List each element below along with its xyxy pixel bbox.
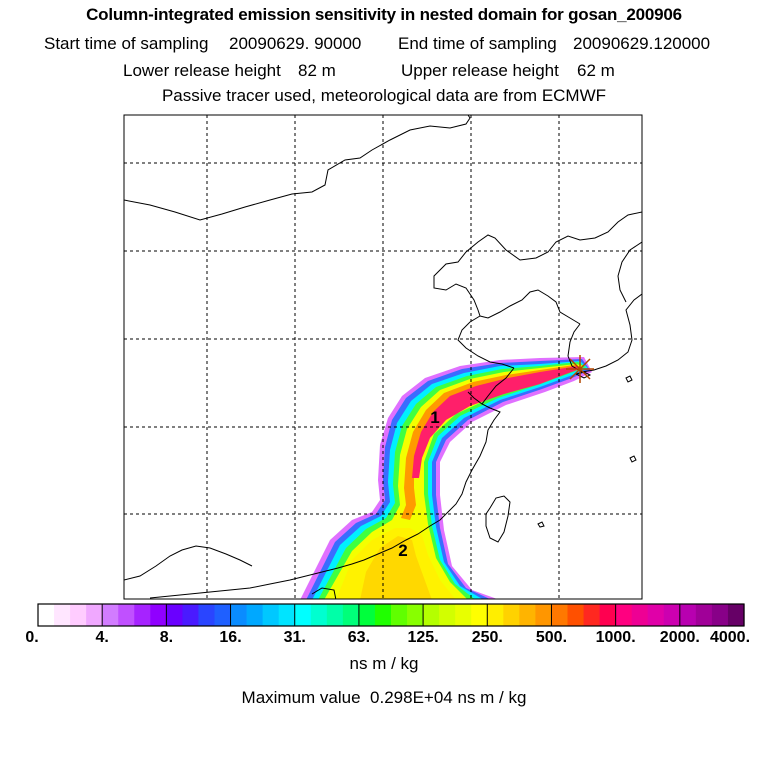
plume-band-lower-lobe-inner [360, 536, 432, 599]
start-time-value: 20090629. 90000 [229, 34, 362, 53]
coastline-islet-2 [629, 455, 637, 463]
upper-release-label: Upper release height [401, 61, 559, 80]
border-south [124, 545, 253, 581]
coastline-islet-3 [537, 521, 545, 528]
colorbar-tick-label: 4. [95, 629, 109, 646]
plume [300, 357, 592, 599]
colorbar-tick-label: 250. [471, 629, 503, 646]
plume-band-high [412, 366, 580, 478]
coastline-shandong [457, 315, 515, 369]
coastline-bohai [479, 289, 581, 325]
start-time-label: Start time of sampling [44, 34, 209, 53]
colorbar-tick-label: 0. [25, 629, 39, 646]
colorbar-tick-label: 500. [535, 629, 568, 646]
tracer-note: Passive tracer used, meteorological data… [161, 86, 607, 105]
coastline-hainan [311, 587, 337, 599]
colorbar-tick-label: 2000. [659, 629, 700, 646]
map-frame [123, 114, 643, 600]
colorbar-units: ns m / kg [349, 654, 419, 673]
coastline-east-china [149, 367, 515, 599]
lower-release-value: 82 m [298, 61, 336, 80]
coastline-yangtze [467, 391, 483, 405]
maximum-value-label: Maximum value [241, 688, 361, 707]
graticule [124, 115, 642, 599]
coastline-japan-islet [625, 375, 633, 383]
colorbar-tick-label: 16. [219, 629, 242, 646]
coastline-korea-east [617, 241, 642, 303]
end-time-label: End time of sampling [398, 34, 557, 53]
coastline-taiwan [485, 495, 511, 543]
release-marker-1: 1 [430, 408, 439, 427]
maximum-value-number: 0.298E+04 [370, 688, 453, 707]
colorbar-tick-label: 63. [347, 629, 371, 646]
lower-release-label: Lower release height [123, 61, 281, 80]
maximum-value-units: ns m / kg [457, 688, 527, 707]
map-panel: 1 2 [123, 114, 643, 600]
colorbar-tick-label: 31. [283, 629, 306, 646]
colorbar-tick-label: 8. [159, 629, 174, 646]
figure-title: Column-integrated emission sensitivity i… [86, 5, 682, 24]
maximum-value: Maximum value 0.298E+04 ns m / kg [0, 688, 768, 708]
receptor-star-icon [566, 355, 594, 383]
colorbar-tick-label: 125. [407, 629, 439, 646]
coastline-manchuria [433, 211, 642, 317]
end-time-value: 20090629.120000 [573, 34, 711, 53]
release-marker-2: 2 [398, 541, 407, 560]
upper-release-value: 62 m [577, 61, 615, 80]
coastline-korea [567, 293, 642, 373]
coastline-jeju [574, 371, 592, 379]
colorbar-tick-label: 4000. [709, 629, 751, 646]
colorbar-tick-label: 1000. [595, 629, 636, 646]
